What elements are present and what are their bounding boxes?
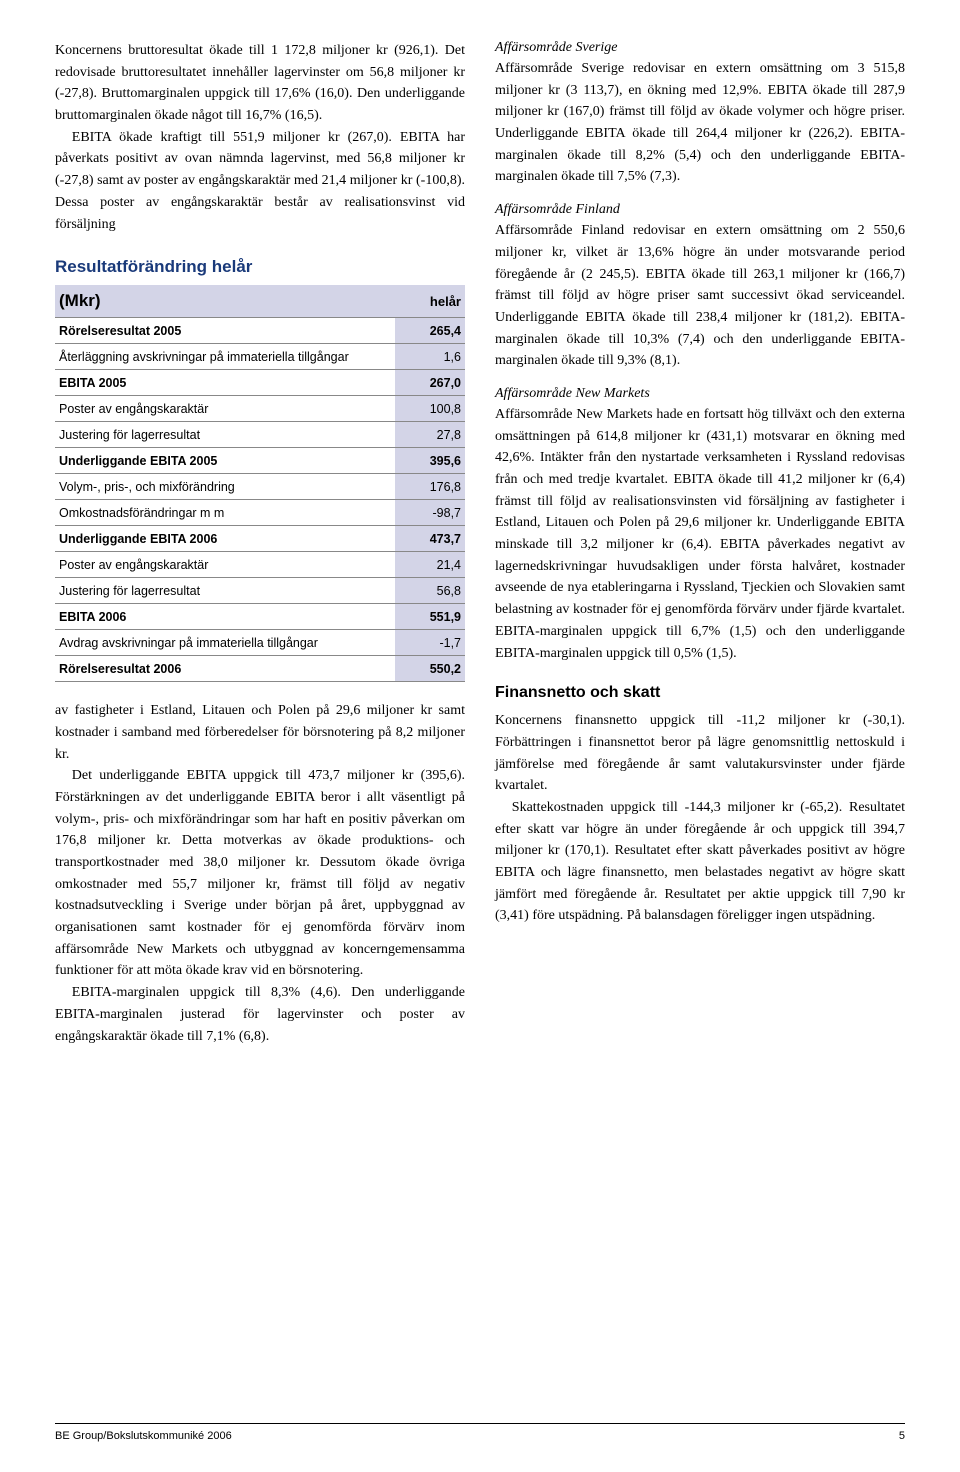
footer-page-number: 5 [899, 1430, 905, 1442]
heading-sverige: Affärsområde Sverige [495, 40, 905, 56]
left-column: Koncernens bruttoresultat ökade till 1 1… [55, 40, 465, 1047]
table-row: Avdrag avskrivningar på immateriella til… [55, 630, 465, 656]
table-cell-value: 176,8 [395, 474, 465, 500]
table-row: EBITA 2005267,0 [55, 370, 465, 396]
table-cell-label: Avdrag avskrivningar på immateriella til… [55, 630, 395, 656]
table-cell-label: Rörelseresultat 2005 [55, 318, 395, 344]
table-row: Justering för lagerresultat56,8 [55, 578, 465, 604]
left-para-5: EBITA-marginalen uppgick till 8,3% (4,6)… [55, 982, 465, 1047]
table-cell-value: 56,8 [395, 578, 465, 604]
table-cell-value: 473,7 [395, 526, 465, 552]
table-cell-value: 551,9 [395, 604, 465, 630]
para-finland: Affärsområde Finland redovisar en extern… [495, 220, 905, 372]
table-cell-value: 21,4 [395, 552, 465, 578]
table-cell-label: Rörelseresultat 2006 [55, 656, 395, 682]
table-cell-label: Underliggande EBITA 2006 [55, 526, 395, 552]
table-row: EBITA 2006551,9 [55, 604, 465, 630]
table-cell-label: Underliggande EBITA 2005 [55, 448, 395, 474]
table-row: Återläggning avskrivningar på immateriel… [55, 344, 465, 370]
footer-left: BE Group/Bokslutskommuniké 2006 [55, 1430, 232, 1442]
page: Koncernens bruttoresultat ökade till 1 1… [0, 0, 960, 1472]
table-cell-value: 100,8 [395, 396, 465, 422]
table-cell-value: 267,0 [395, 370, 465, 396]
left-para-2: EBITA ökade kraftigt till 551,9 miljoner… [55, 127, 465, 235]
left-para-3: av fastigheter i Estland, Litauen och Po… [55, 700, 465, 765]
table-row: Underliggande EBITA 2006473,7 [55, 526, 465, 552]
table-header-row: (Mkr) helår [55, 285, 465, 318]
heading-finansnetto: Finansnetto och skatt [495, 684, 905, 702]
table-row: Underliggande EBITA 2005395,6 [55, 448, 465, 474]
table-cell-value: -98,7 [395, 500, 465, 526]
left-para-1: Koncernens bruttoresultat ökade till 1 1… [55, 40, 465, 127]
result-change-table: (Mkr) helår Rörelseresultat 2005265,4Åte… [55, 285, 465, 682]
table-cell-label: Omkostnadsförändringar m m [55, 500, 395, 526]
table-header-mkr: (Mkr) [55, 285, 395, 318]
two-column-layout: Koncernens bruttoresultat ökade till 1 1… [55, 40, 905, 1047]
table-cell-value: 27,8 [395, 422, 465, 448]
table-row: Omkostnadsförändringar m m-98,7 [55, 500, 465, 526]
table-row: Rörelseresultat 2006550,2 [55, 656, 465, 682]
table-header-helar: helår [395, 285, 465, 318]
table-cell-label: Justering för lagerresultat [55, 422, 395, 448]
table-row: Justering för lagerresultat27,8 [55, 422, 465, 448]
table-row: Poster av engångskaraktär100,8 [55, 396, 465, 422]
table-cell-label: Återläggning avskrivningar på immateriel… [55, 344, 395, 370]
table-cell-value: 395,6 [395, 448, 465, 474]
para-new-markets: Affärsområde New Markets hade en fortsat… [495, 404, 905, 664]
table-row: Volym-, pris-, och mixförändring176,8 [55, 474, 465, 500]
table-cell-value: 1,6 [395, 344, 465, 370]
table-cell-label: Volym-, pris-, och mixförändring [55, 474, 395, 500]
left-para-4: Det underliggande EBITA uppgick till 473… [55, 765, 465, 982]
right-column: Affärsområde Sverige Affärsområde Sverig… [495, 40, 905, 1047]
table-row: Poster av engångskaraktär21,4 [55, 552, 465, 578]
para-finans-2: Skattekostnaden uppgick till -144,3 milj… [495, 797, 905, 927]
para-finans-1: Koncernens finansnetto uppgick till -11,… [495, 710, 905, 797]
table-row: Rörelseresultat 2005265,4 [55, 318, 465, 344]
heading-new-markets: Affärsområde New Markets [495, 386, 905, 402]
table-cell-label: Poster av engångskaraktär [55, 552, 395, 578]
table-title: Resultatförändring helår [55, 257, 465, 277]
table-cell-label: Justering för lagerresultat [55, 578, 395, 604]
table-cell-label: EBITA 2006 [55, 604, 395, 630]
table-cell-value: -1,7 [395, 630, 465, 656]
table-cell-label: Poster av engångskaraktär [55, 396, 395, 422]
table-cell-label: EBITA 2005 [55, 370, 395, 396]
table-cell-value: 265,4 [395, 318, 465, 344]
heading-finland: Affärsområde Finland [495, 202, 905, 218]
para-sverige: Affärsområde Sverige redovisar en extern… [495, 58, 905, 188]
table-cell-value: 550,2 [395, 656, 465, 682]
page-footer: BE Group/Bokslutskommuniké 2006 5 [55, 1423, 905, 1442]
